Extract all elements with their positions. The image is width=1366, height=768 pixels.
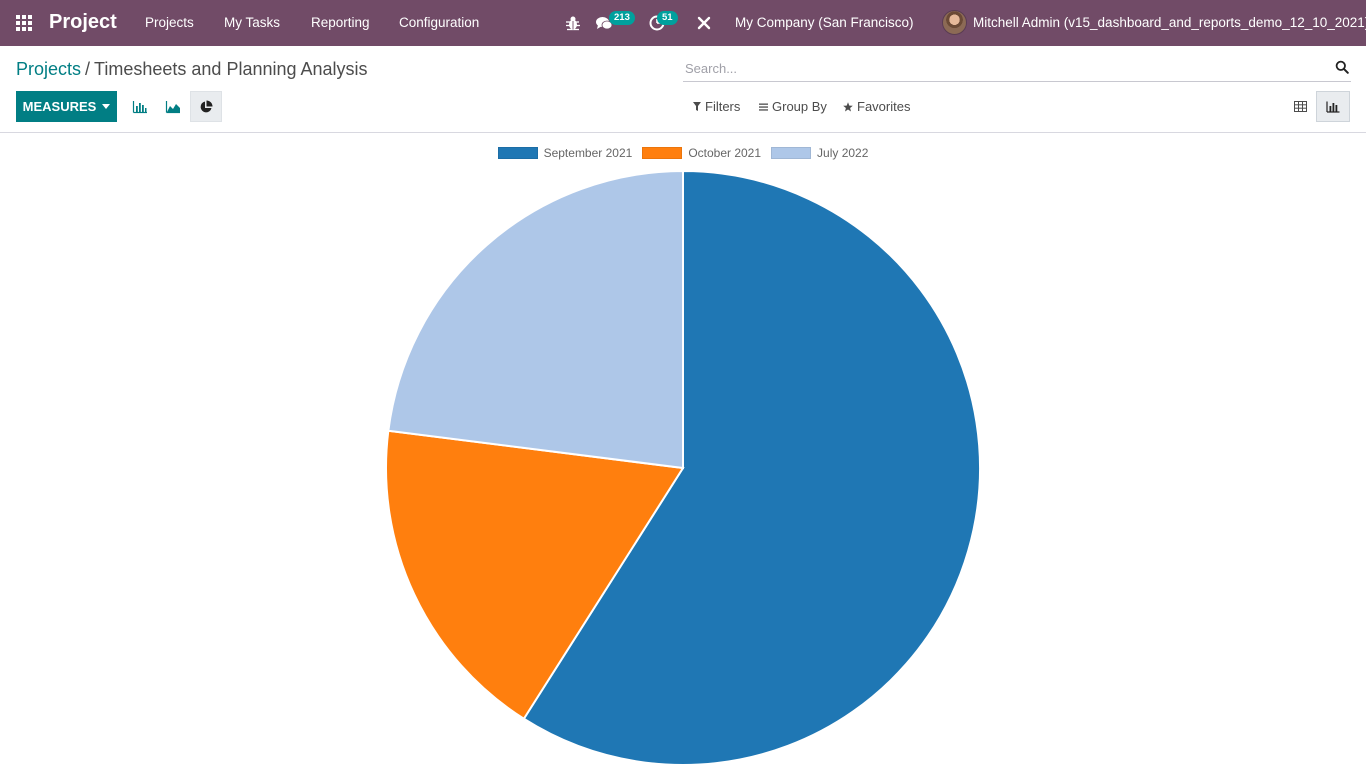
group-by-label: Group By xyxy=(772,99,827,114)
pie-chart-icon xyxy=(200,100,213,112)
breadcrumb-projects-link[interactable]: Projects xyxy=(16,59,82,79)
graph-view-icon xyxy=(1326,101,1340,113)
graph-view: September 2021 October 2021 July 2022 xyxy=(0,134,1366,768)
graph-view-button[interactable] xyxy=(1316,91,1350,122)
menu-my-tasks[interactable]: My Tasks xyxy=(224,15,281,30)
legend-swatch xyxy=(642,147,683,159)
tools-icon[interactable] xyxy=(695,14,713,32)
messages-badge: 213 xyxy=(609,11,635,25)
search-input[interactable] xyxy=(683,56,1323,80)
line-chart-mode-button[interactable] xyxy=(157,91,189,122)
pivot-view-button[interactable] xyxy=(1283,91,1317,122)
apps-menu-icon[interactable] xyxy=(16,15,33,32)
user-avatar[interactable] xyxy=(942,10,967,35)
menu-projects[interactable]: Projects xyxy=(145,15,194,30)
filter-icon xyxy=(693,102,701,111)
filters-dropdown[interactable]: Filters xyxy=(693,99,740,114)
debug-bug-icon[interactable] xyxy=(564,14,582,32)
legend-item-july-2022[interactable]: July 2022 xyxy=(771,146,868,160)
page-title: Timesheets and Planning Analysis xyxy=(94,59,368,79)
caret-down-icon xyxy=(102,104,111,109)
legend-swatch xyxy=(497,147,538,159)
measures-label: MEASURES xyxy=(22,99,97,114)
breadcrumb: Projects / Timesheets and Planning Analysi… xyxy=(16,59,368,80)
control-panel: Projects / Timesheets and Planning Analysi… xyxy=(0,46,1366,133)
activities-badge: 51 xyxy=(657,11,678,25)
menu-reporting[interactable]: Reporting xyxy=(311,15,370,30)
legend-label: September 2021 xyxy=(543,146,633,160)
pie-slice-october-2021[interactable] xyxy=(385,429,685,721)
legend-swatch xyxy=(771,147,812,159)
area-chart-icon xyxy=(165,100,180,113)
star-icon xyxy=(843,101,853,111)
legend-item-october-2021[interactable]: October 2021 xyxy=(642,146,761,160)
pivot-table-icon xyxy=(1293,101,1307,112)
favorites-label: Favorites xyxy=(857,99,911,114)
legend-item-september-2021[interactable]: September 2021 xyxy=(497,146,633,160)
menu-configuration[interactable]: Configuration xyxy=(399,15,480,30)
legend-label: July 2022 xyxy=(817,146,869,160)
group-by-dropdown[interactable]: Group By xyxy=(759,99,827,114)
filters-label: Filters xyxy=(705,99,741,114)
legend-label: October 2021 xyxy=(688,146,762,160)
top-navbar: Project Projects My Tasks Reporting Conf… xyxy=(0,0,1366,46)
company-switcher[interactable]: My Company (San Francisco) xyxy=(735,15,914,30)
search-bar xyxy=(683,56,1351,82)
favorites-dropdown[interactable]: Favorites xyxy=(843,99,910,114)
messages-icon[interactable] xyxy=(595,14,613,32)
group-by-icon xyxy=(759,103,768,111)
pie-chart-mode-button[interactable] xyxy=(190,91,222,122)
app-brand[interactable]: Project xyxy=(49,11,117,33)
user-menu[interactable]: Mitchell Admin (v15_dashboard_and_report… xyxy=(973,15,1366,30)
pie-slice-september-2021[interactable] xyxy=(522,169,981,766)
chart-legend: September 2021 October 2021 July 2022 xyxy=(0,146,1366,160)
search-icon[interactable] xyxy=(1335,60,1349,74)
breadcrumb-separator: / xyxy=(85,59,91,79)
measures-button[interactable]: MEASURES xyxy=(16,91,117,122)
bar-chart-mode-button[interactable] xyxy=(124,91,156,122)
bar-chart-icon xyxy=(132,100,147,113)
pie-chart xyxy=(385,169,981,766)
pie-slice-july-2022[interactable] xyxy=(387,169,684,470)
